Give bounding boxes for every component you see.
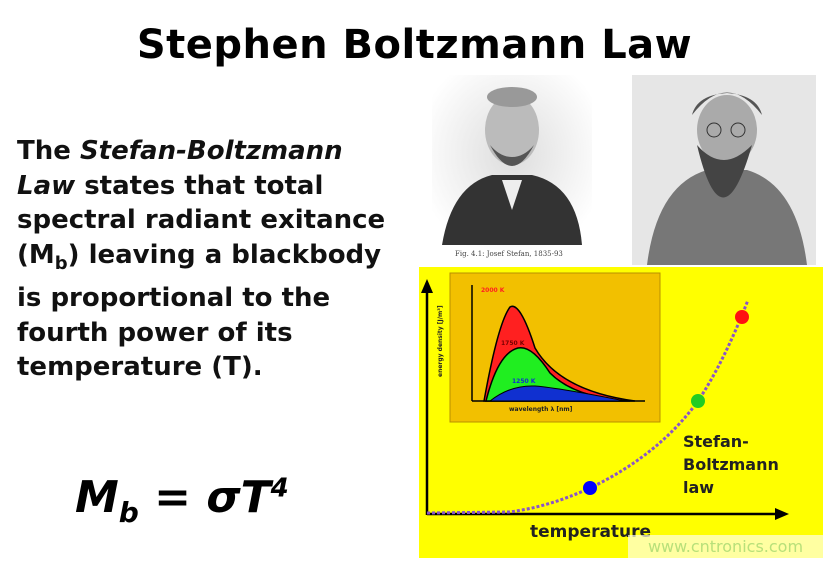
- inset-x-label: wavelength λ [nm]: [509, 406, 573, 413]
- inset-label-1: 2000 K: [481, 287, 505, 294]
- point-blue: [583, 481, 597, 495]
- inset-y-label: energy density [J/m³]: [437, 305, 444, 377]
- y-axis-arrow: [421, 279, 433, 293]
- stefan-portrait: [432, 75, 592, 250]
- stefan-boltzmann-figure: 2000 K 1750 K 1250 K energy density [J/m…: [419, 267, 823, 558]
- figure-graphics: [421, 272, 789, 520]
- formula-sub: b: [118, 495, 139, 529]
- body-text-3: ) leaving a blackbody is proportional to…: [17, 239, 382, 383]
- inset-plot: [449, 272, 661, 423]
- slide-title: Stephen Boltzmann Law: [136, 22, 693, 68]
- body-text-2: states that total spectral radiant exita…: [17, 170, 386, 270]
- formula-exponent: 4: [270, 473, 289, 504]
- body-paragraph: The Stefan-Boltzmann Law states that tot…: [17, 134, 397, 385]
- formula-rhs: = σT: [138, 472, 271, 523]
- body-subscript: b: [54, 252, 68, 274]
- inset-label-2: 1750 K: [501, 340, 525, 347]
- law-name: Stefan-Boltzmann Law: [17, 136, 343, 201]
- inset-label-3: 1250 K: [512, 378, 536, 385]
- point-green: [691, 394, 705, 408]
- inset-curve-1250k: [488, 385, 626, 402]
- formula-lhs: M: [75, 472, 119, 523]
- body-text-1: The: [17, 136, 80, 166]
- point-red: [735, 310, 749, 324]
- portrait-caption: Fig. 4.1: Josef Stefan, 1835-93: [455, 250, 563, 258]
- formula: Mb = σT4: [75, 472, 289, 529]
- watermark: www.cntronics.com: [628, 535, 823, 558]
- x-axis-arrow: [775, 508, 789, 520]
- boltzmann-portrait: [632, 75, 816, 265]
- curve: [426, 299, 750, 515]
- x-axis-label: temperature: [530, 522, 652, 542]
- curve-label: Stefan-Boltzmann law: [683, 432, 779, 497]
